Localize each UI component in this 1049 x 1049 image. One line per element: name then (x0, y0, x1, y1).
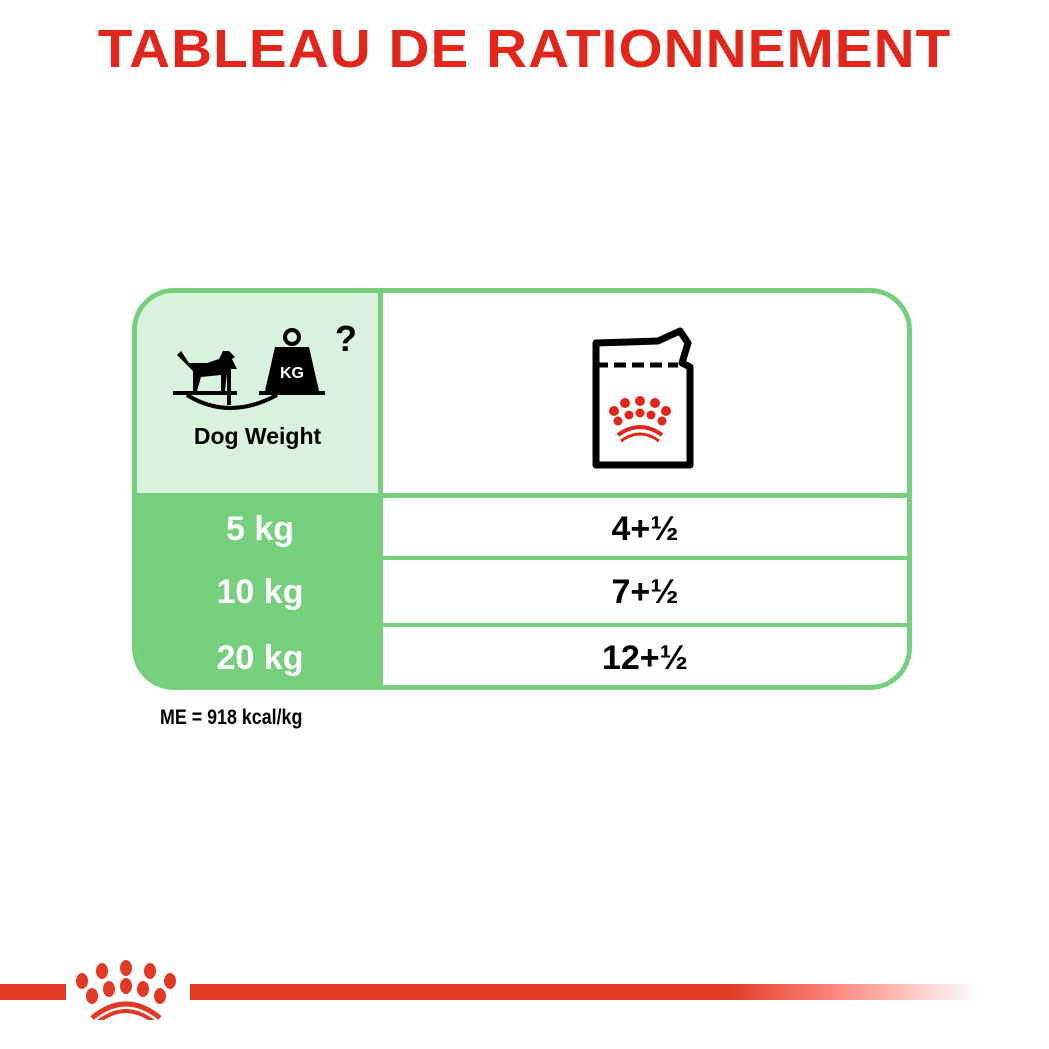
header-product-cell (383, 293, 907, 498)
weight-value: 5 kg (225, 510, 295, 548)
table-row: 20 kg 12+½ (137, 627, 907, 685)
amount-value: 12+½ (601, 639, 689, 677)
table-row: 10 kg 7+½ (137, 561, 907, 623)
page-title: TABLEAU DE RATIONNEMENT (97, 19, 952, 79)
brand-bar-right (190, 984, 980, 1000)
svg-text:?: ? (335, 318, 357, 359)
dog-weight-scale-icon: KG ? (173, 318, 357, 410)
svg-text:KG: KG (280, 365, 304, 382)
royal-crown-logo-icon (76, 960, 176, 1020)
table-row: 5 kg 4+½ (137, 498, 907, 560)
dog-weight-label: Dog Weight (193, 423, 322, 449)
wet-food-pouch-icon (592, 327, 694, 469)
brand-bar-left (0, 984, 66, 1000)
row-divider (383, 556, 907, 560)
amount-value: 7+½ (611, 573, 679, 611)
row-divider (383, 623, 907, 627)
amount-value: 4+½ (611, 510, 679, 548)
weight-column (137, 498, 383, 685)
weight-value: 20 kg (216, 639, 304, 677)
feeding-table: KG ? Dog Weight 5 kg 4+½ 10 kg 7+½ 20 kg… (132, 288, 912, 690)
header-weight-cell: KG ? Dog Weight (137, 293, 383, 498)
energy-footnote: ME = 918 kcal/kg (160, 706, 303, 729)
weight-value: 10 kg (216, 573, 304, 611)
